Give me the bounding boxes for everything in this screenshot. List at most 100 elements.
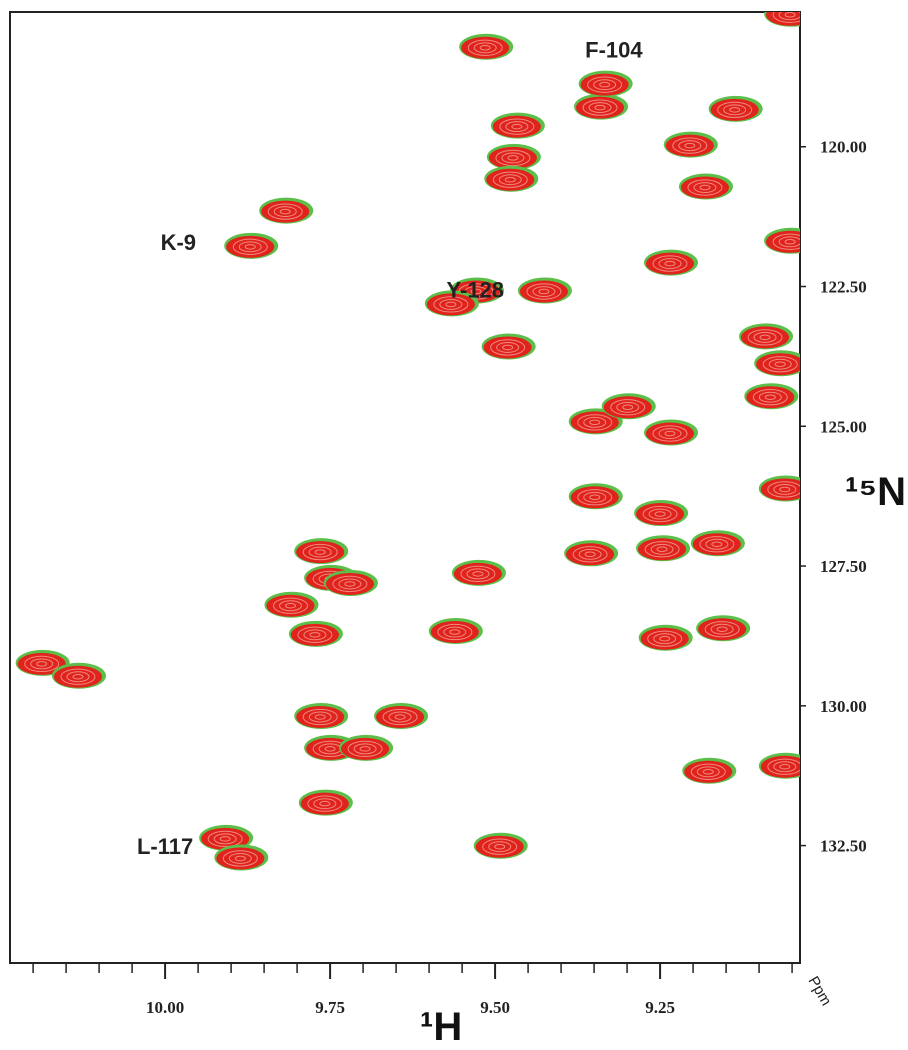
peak-ring: [664, 260, 676, 267]
peak-ring: [24, 655, 60, 673]
peak-ring: [470, 288, 482, 295]
peak-ring: [610, 399, 646, 416]
peak-ring: [572, 546, 608, 563]
peak-contour: [766, 230, 800, 253]
peak-ring: [599, 81, 611, 88]
peak-ring: [445, 301, 457, 308]
peak-ring: [699, 184, 711, 191]
peak-ring: [532, 286, 556, 297]
peak-ring: [704, 621, 740, 638]
peak-ring: [647, 630, 683, 647]
peak: [459, 33, 514, 60]
peak: [339, 734, 394, 761]
peak-ring: [696, 766, 720, 778]
peak-ring: [382, 708, 418, 726]
peak-ring: [589, 494, 601, 501]
peak-ring: [693, 182, 717, 194]
peak-ring: [672, 137, 708, 154]
peak-ring: [302, 708, 338, 726]
peak-ring: [228, 853, 252, 864]
peak-annotation: F-104: [585, 37, 643, 62]
peak: [288, 620, 343, 647]
peak-ring: [690, 763, 726, 780]
peak-ring: [244, 244, 256, 250]
peak-ring: [664, 430, 676, 437]
peak-ring: [504, 176, 516, 183]
peak-ring: [319, 800, 331, 807]
peak-ring: [234, 855, 246, 862]
peak: [374, 703, 429, 730]
peak-ring: [752, 389, 788, 406]
y-tick-label: 125.00: [820, 417, 867, 436]
peak-contour: [760, 478, 800, 501]
peak: [51, 662, 106, 689]
peak-ring: [644, 541, 680, 558]
peak: [634, 500, 689, 527]
peak: [517, 277, 572, 304]
peak-ring: [759, 334, 771, 341]
peak: [744, 383, 799, 410]
x-tick-label: 10.00: [146, 998, 184, 1017]
peak-ring: [498, 174, 522, 186]
peak: [214, 844, 269, 871]
peak: [638, 624, 693, 651]
peak: [678, 173, 733, 200]
peak-ring: [582, 99, 618, 116]
peak-ring: [501, 152, 525, 164]
peak-ring: [307, 795, 343, 812]
peak-ring: [577, 414, 613, 431]
peak-ring: [653, 633, 677, 645]
peak-ring: [578, 548, 602, 560]
peak-ring: [616, 401, 640, 413]
peak-ring: [60, 668, 96, 685]
peak-ring: [705, 538, 729, 550]
peak-ring: [303, 629, 327, 641]
peak-ring: [589, 419, 601, 426]
peak-ring: [773, 761, 797, 773]
peak-ring: [753, 331, 777, 343]
peak-ring: [482, 838, 518, 855]
peak-ring: [314, 549, 326, 555]
peak-ring: [687, 179, 723, 196]
peak-ring: [767, 481, 800, 498]
peak-ring: [772, 233, 800, 250]
peak-ring: [699, 536, 735, 553]
peak-ring: [758, 391, 782, 403]
peak-ring: [213, 833, 237, 845]
peak: [578, 70, 633, 97]
peak-ring: [593, 79, 617, 91]
peak-ring: [642, 505, 678, 523]
peak-ring: [768, 358, 792, 370]
peak-ring: [658, 428, 682, 439]
peak: [643, 419, 698, 446]
peak-ring: [678, 140, 702, 152]
peak: [696, 615, 751, 642]
peak-ring: [773, 484, 797, 495]
peak: [428, 618, 483, 645]
peak: [601, 393, 656, 420]
peak-contour: [756, 353, 800, 376]
peak-ring: [30, 658, 54, 670]
peak-ring: [467, 39, 503, 56]
peak-ring: [652, 255, 688, 272]
peak-ring: [779, 764, 791, 770]
peak: [574, 93, 629, 120]
peak-ring: [207, 830, 243, 848]
peak-ring: [238, 241, 262, 253]
peak-ring: [439, 298, 463, 310]
peak-ring: [505, 121, 529, 133]
peak: [473, 832, 528, 859]
peak-ring: [284, 602, 296, 609]
peak: [294, 703, 349, 730]
peak: [690, 530, 745, 557]
peak-ring: [347, 740, 383, 758]
peak-ring: [279, 208, 291, 215]
x-axis-label: ¹H: [420, 1005, 462, 1049]
peak-ring: [767, 758, 800, 775]
peak: [758, 752, 800, 779]
peak-ring: [577, 489, 613, 506]
peak-ring: [538, 288, 550, 295]
peak: [490, 112, 545, 139]
peak: [224, 232, 279, 259]
x-tick-label: 9.75: [315, 998, 345, 1017]
